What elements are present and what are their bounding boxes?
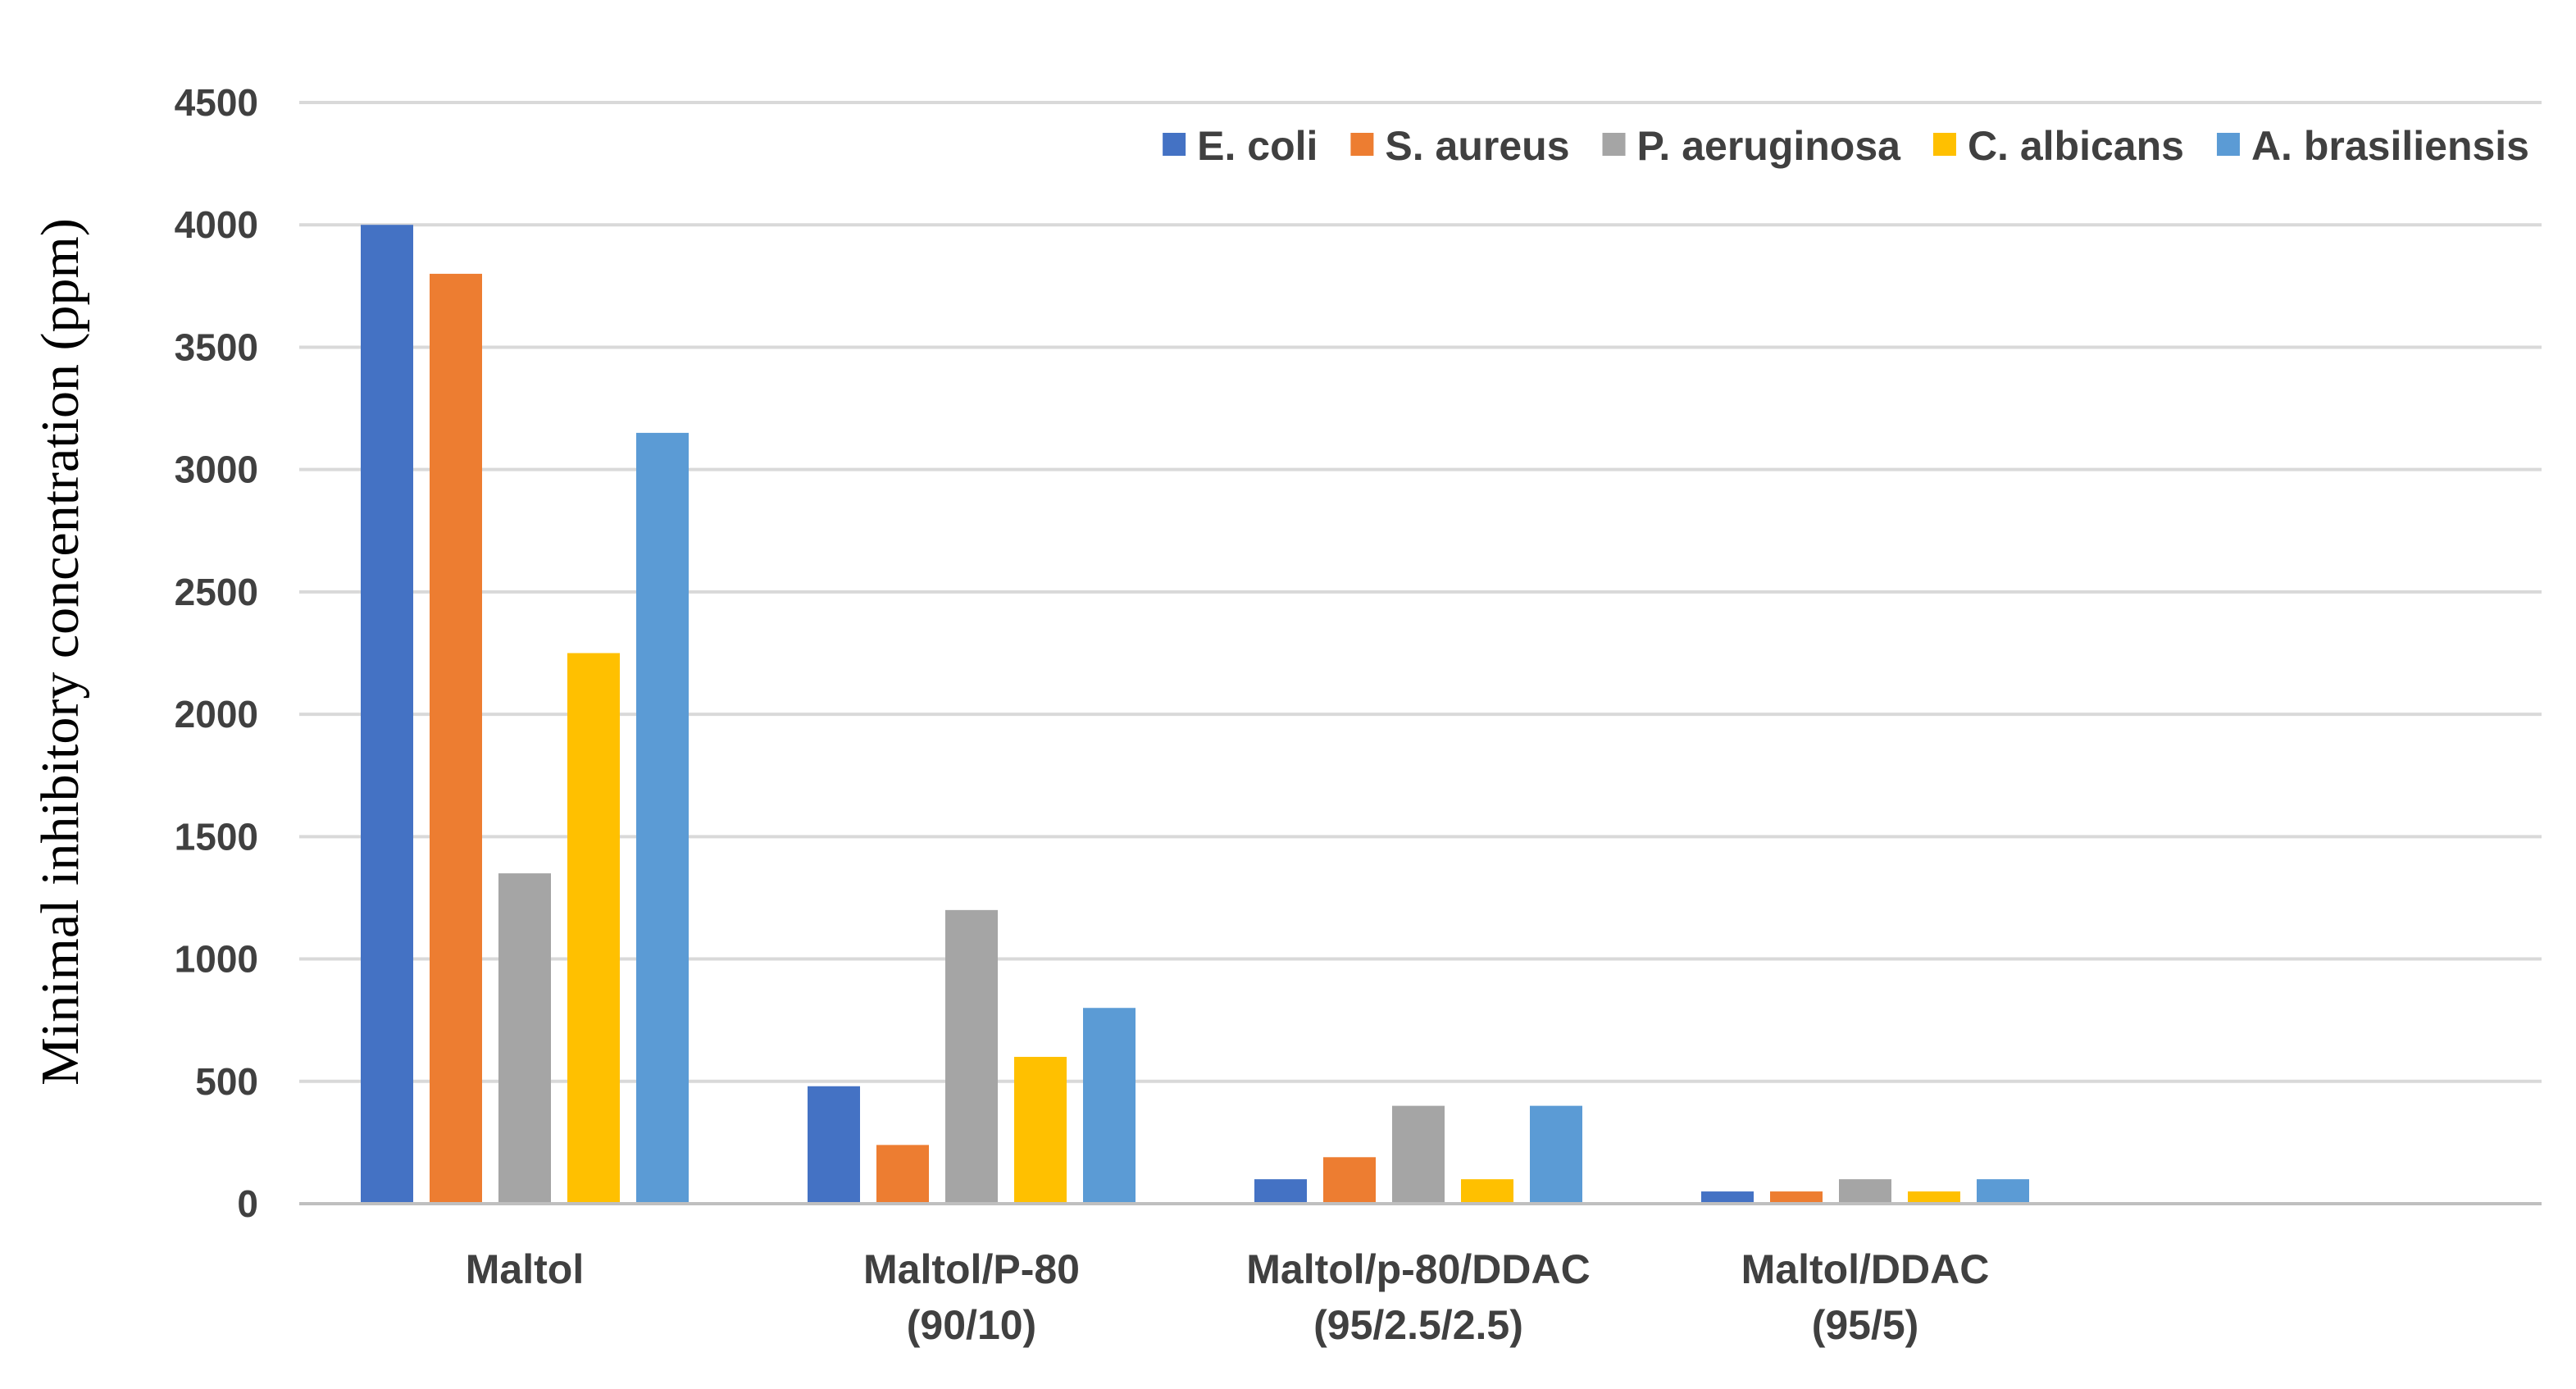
x-category-label: Maltol/P-80 [863, 1246, 1080, 1292]
legend-swatch [1350, 133, 1374, 156]
gridlines [299, 101, 2542, 1083]
bar-e-coli [1701, 1191, 1754, 1204]
bar-s-aureus [876, 1145, 929, 1204]
bars [361, 225, 2029, 1205]
bar-p-aeruginosa [945, 909, 998, 1204]
y-tick-label: 4500 [175, 81, 258, 124]
bar-e-coli [808, 1086, 860, 1204]
bar-c-albicans [1014, 1056, 1067, 1204]
x-category-label: Maltol/p-80/DDAC [1246, 1246, 1590, 1292]
bar-p-aeruginosa [1839, 1179, 1891, 1204]
x-category-label: (95/2.5/2.5) [1313, 1302, 1523, 1348]
legend-label: E. coli [1197, 123, 1318, 169]
x-category-label: Maltol [466, 1246, 584, 1292]
y-tick-label: 500 [195, 1060, 258, 1103]
x-category-label: (95/5) [1812, 1302, 1919, 1348]
legend-swatch [1602, 133, 1626, 156]
bar-a-brasiliensis [1530, 1105, 1582, 1204]
bar-a-brasiliensis [636, 432, 689, 1204]
bar-c-albicans [567, 653, 620, 1204]
y-tick-label: 2000 [175, 693, 258, 735]
y-tick-label: 1000 [175, 938, 258, 981]
y-tick-label: 1500 [175, 815, 258, 858]
bar-c-albicans [1461, 1179, 1513, 1204]
legend-label: S. aureus [1385, 123, 1569, 169]
bar-e-coli [361, 225, 413, 1205]
y-axis-title: Minimal inhibitory concentration (ppm) [30, 218, 90, 1086]
bar-p-aeruginosa [1392, 1105, 1445, 1204]
y-tick-label: 4000 [175, 203, 258, 246]
y-tick-label: 2500 [175, 571, 258, 613]
bar-e-coli [1254, 1179, 1307, 1204]
legend-swatch [1932, 133, 1956, 156]
legend-label: C. albicans [1968, 123, 2184, 169]
bar-p-aeruginosa [498, 873, 551, 1204]
legend-swatch [2216, 133, 2240, 156]
bar-s-aureus [1770, 1191, 1823, 1204]
legend-label: P. aeruginosa [1637, 123, 1902, 169]
legend-label: A. brasiliensis [2251, 123, 2529, 169]
y-tick-label: 3000 [175, 449, 258, 491]
x-category-label: (90/10) [907, 1302, 1036, 1348]
y-tick-label: 3500 [175, 326, 258, 368]
legend: E. coli S. aureus P. aeruginosa C. albicans… [1163, 123, 2529, 169]
bar-a-brasiliensis [1083, 1008, 1136, 1204]
y-tick-label: 0 [237, 1182, 258, 1225]
bar-c-albicans [1908, 1191, 1960, 1204]
labels: 0 500 1000 1500 2000 2500 3000 3500 4000 4500 Malt… [175, 81, 1990, 1348]
legend-swatch [1163, 133, 1186, 156]
bar-s-aureus [1323, 1157, 1376, 1204]
bar-a-brasiliensis [1977, 1179, 2029, 1204]
bar-s-aureus [430, 273, 482, 1204]
x-category-label: Maltol/DDAC [1741, 1246, 1990, 1292]
